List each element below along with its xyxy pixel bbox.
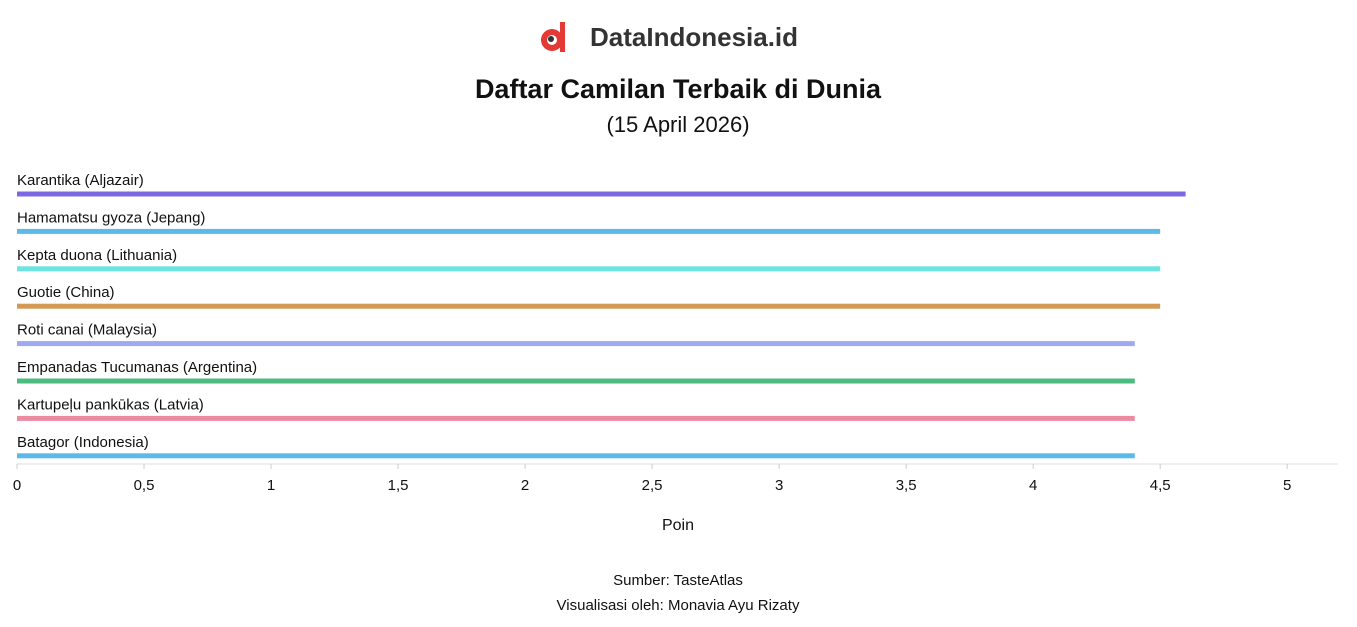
category-label: Kartupeļu pankūkas (Latvia) [17,396,204,413]
x-tick-label: 2 [521,477,529,494]
x-tick-label: 5 [1283,477,1291,494]
bar [17,378,1135,384]
x-tick-label: 0 [13,477,21,494]
source: Sumber: TasteAtlas [613,572,743,589]
brand: DataIndonesia.id [590,22,798,52]
x-tick-label: 3,5 [896,477,917,494]
category-label: Batagor (Indonesia) [17,434,149,451]
logo-icon [541,22,565,52]
category-label: Roti canai (Malaysia) [17,322,157,339]
x-tick-label: 2,5 [642,477,663,494]
bar [17,453,1135,459]
x-tick-label: 3 [775,477,783,494]
x-tick-label: 0,5 [134,477,155,494]
chart-title: Daftar Camilan Terbaik di Dunia [475,74,882,104]
category-label: Kepta duona (Lithuania) [17,247,177,264]
chart-subtitle: (15 April 2026) [606,112,749,137]
category-label: Guotie (China) [17,284,115,301]
x-tick-label: 1,5 [388,477,409,494]
category-label: Empanadas Tucumanas (Argentina) [17,359,257,376]
category-label: Hamamatsu gyoza (Jepang) [17,209,205,226]
x-tick-label: 4 [1029,477,1037,494]
bar [17,415,1135,421]
bar [17,228,1161,234]
x-axis-label: Poin [662,517,694,534]
bar [17,303,1161,309]
x-tick-label: 1 [267,477,275,494]
bar [17,191,1186,197]
bar [17,341,1135,347]
credit: Visualisasi oleh: Monavia Ayu Rizaty [557,597,800,614]
category-label: Karantika (Aljazair) [17,172,144,189]
x-tick-label: 4,5 [1150,477,1171,494]
bar [17,266,1161,272]
